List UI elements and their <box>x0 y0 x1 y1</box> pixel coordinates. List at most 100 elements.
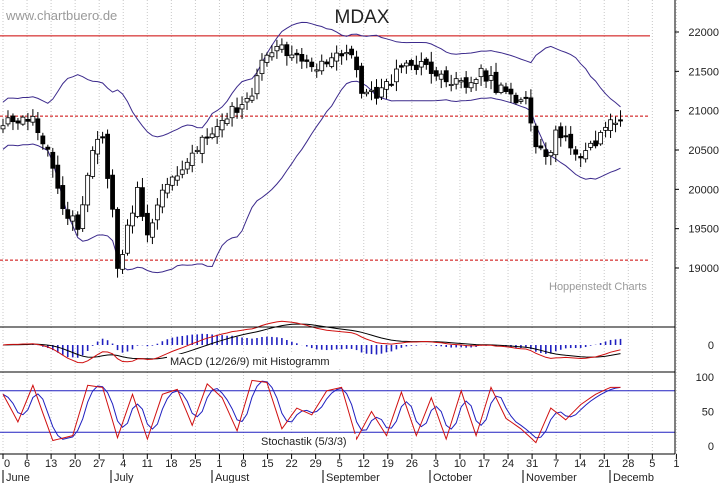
candle <box>90 146 96 179</box>
candle <box>189 144 195 173</box>
candle <box>35 112 41 141</box>
candle-down <box>140 187 145 217</box>
candle-up <box>120 254 125 270</box>
candle <box>259 53 265 81</box>
candle <box>408 58 414 71</box>
candle-down <box>543 149 549 157</box>
candle-up <box>548 152 554 157</box>
day-tick-label: 12 <box>358 458 370 470</box>
macd-label-bg <box>167 354 351 368</box>
day-tick-label: 5 <box>337 458 343 470</box>
candle-up <box>448 83 454 86</box>
stochastic-tick-label: 0 <box>708 441 714 453</box>
candle-up <box>344 52 350 55</box>
price-tick-label: 20500 <box>688 145 719 157</box>
candlestick-series <box>0 38 623 278</box>
candle <box>130 205 135 234</box>
candle <box>349 45 355 59</box>
candle-up <box>274 46 280 52</box>
candle-up <box>583 150 589 160</box>
candle-up <box>20 116 26 125</box>
candle-down <box>483 70 489 82</box>
candle <box>234 97 240 119</box>
candle-up <box>379 87 384 98</box>
candle <box>244 92 250 110</box>
candle-down <box>349 48 355 56</box>
candle <box>264 52 270 67</box>
month-label: August <box>215 472 249 483</box>
candle <box>379 78 384 101</box>
candle <box>15 118 21 130</box>
day-tick-label: 11 <box>142 458 153 470</box>
candle-down <box>573 149 579 155</box>
day-tick-label: 27 <box>93 458 105 470</box>
candle-up <box>279 44 285 50</box>
candle <box>115 207 120 278</box>
candle-down <box>433 70 439 77</box>
day-tick-label: 10 <box>454 458 466 470</box>
candle <box>125 219 130 256</box>
candle <box>463 71 469 94</box>
candle-up <box>488 75 494 81</box>
chart-title: MDAX <box>335 7 390 28</box>
candle-up <box>229 105 235 119</box>
candle-up <box>403 62 409 67</box>
candle-up <box>70 215 76 222</box>
candle <box>294 49 300 64</box>
candle <box>533 123 539 154</box>
candle-up <box>453 78 459 85</box>
candle <box>50 147 56 178</box>
stochastic-panel <box>0 379 675 444</box>
candle-down <box>234 107 240 113</box>
day-tick-label: 1 <box>216 458 222 470</box>
candle-up <box>90 150 96 177</box>
candle <box>468 76 474 93</box>
candle-down <box>294 52 300 56</box>
candle-up <box>174 175 180 181</box>
candle-up <box>364 91 369 95</box>
day-tick-label: 6 <box>24 458 30 470</box>
candle-up <box>384 81 389 90</box>
candle-up <box>169 176 175 186</box>
candle-up <box>498 84 504 93</box>
candle <box>598 130 603 146</box>
axis-tick-labels: 2200021500210002050020000195001900001005… <box>2 27 719 483</box>
candle-down <box>423 58 429 65</box>
candle-up <box>184 161 190 170</box>
candle <box>443 66 449 88</box>
candle-up <box>154 204 160 221</box>
month-label: July <box>114 472 134 483</box>
candle <box>344 44 350 61</box>
candle <box>30 109 36 126</box>
candle-down <box>463 77 469 88</box>
candle-up <box>209 133 215 138</box>
candle-up <box>468 82 474 89</box>
candle-up <box>85 174 91 206</box>
month-label: Decemb <box>613 472 654 483</box>
day-tick-label: 3 <box>433 458 439 470</box>
candle-down <box>45 146 51 150</box>
price-tick-label: 21000 <box>688 106 719 118</box>
candle <box>110 169 115 218</box>
candle-up <box>125 224 130 254</box>
candle <box>508 82 514 103</box>
candle <box>135 181 140 219</box>
day-tick-label: 14 <box>574 458 586 470</box>
candle <box>548 150 554 166</box>
candle <box>543 142 549 165</box>
candle <box>608 113 613 138</box>
candle-up <box>239 104 245 110</box>
day-tick-label: 26 <box>406 458 418 470</box>
source-label: Hoppenstedt Charts <box>549 281 647 293</box>
candle <box>588 140 594 151</box>
candle <box>239 96 245 119</box>
candle <box>179 160 185 179</box>
candle <box>498 82 504 95</box>
candle-up <box>329 57 335 67</box>
candle <box>40 132 46 150</box>
candle <box>120 249 125 274</box>
day-tick-label: 13 <box>45 458 57 470</box>
reference-lines <box>0 35 650 261</box>
candle <box>369 81 374 101</box>
candle-up <box>179 169 185 175</box>
